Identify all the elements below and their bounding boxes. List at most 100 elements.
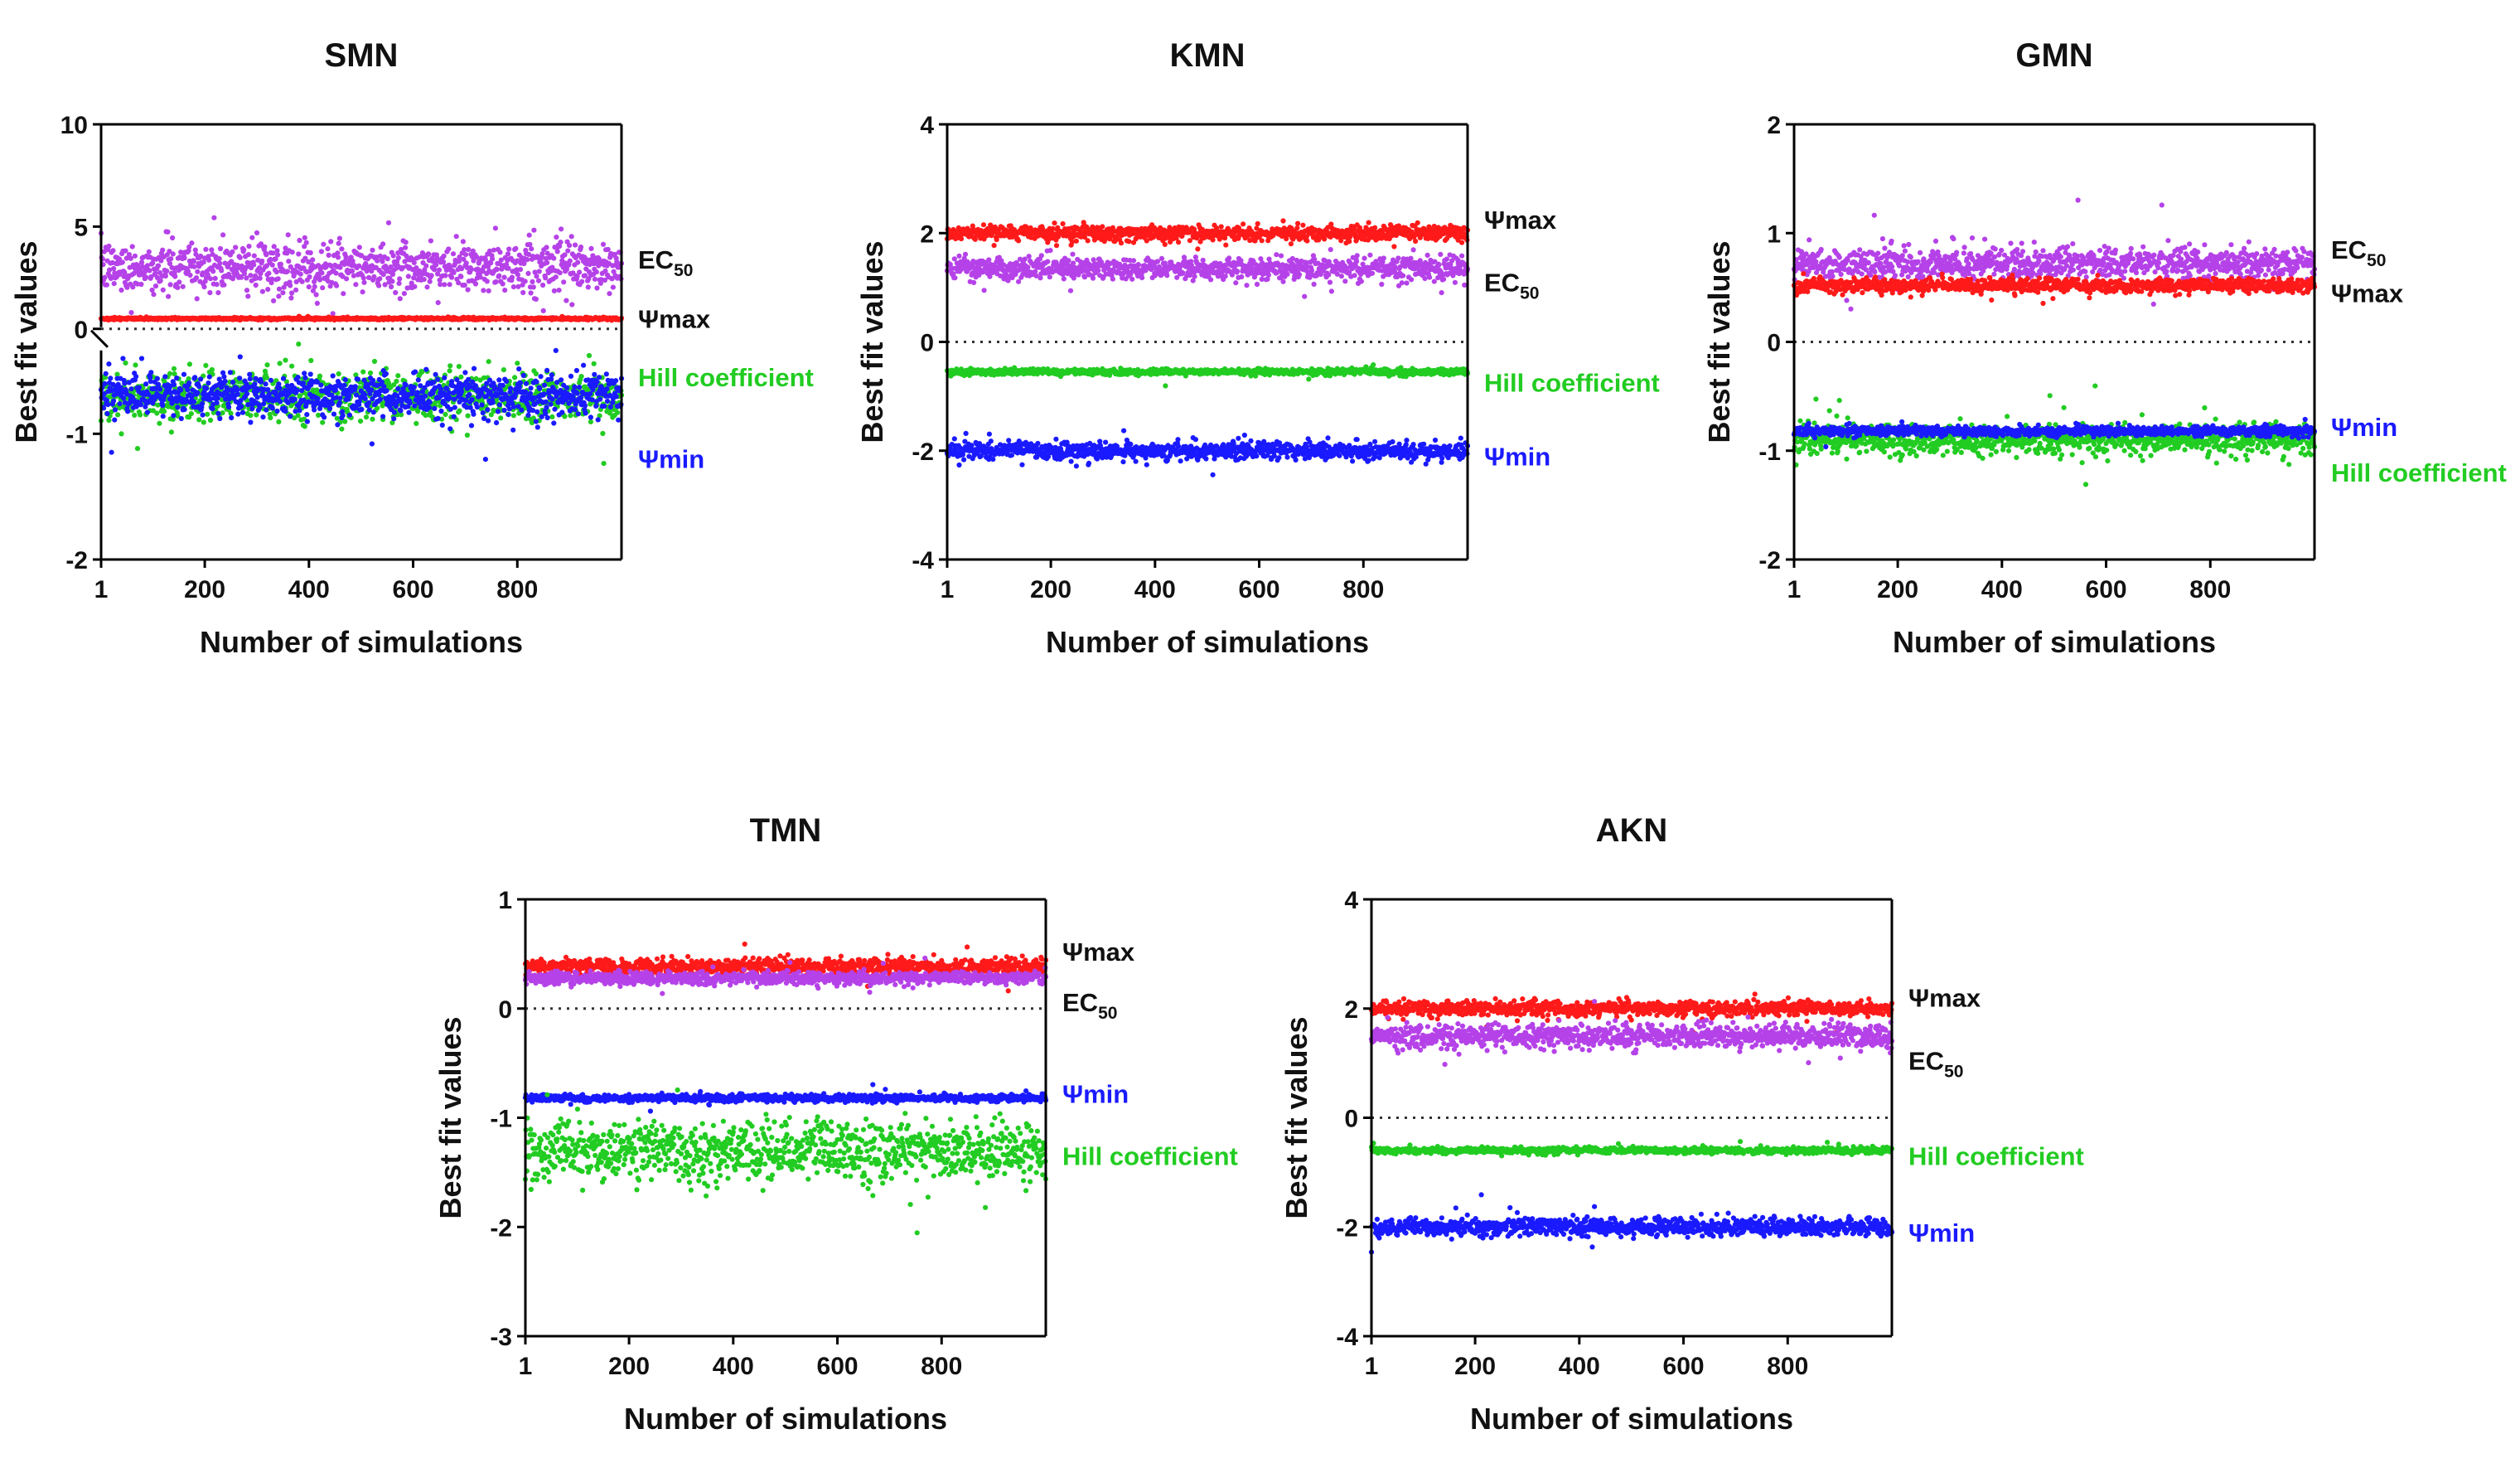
data-point <box>447 426 453 432</box>
data-point <box>162 374 168 380</box>
data-point <box>351 273 356 279</box>
data-point <box>385 220 392 225</box>
data-point <box>403 240 409 245</box>
data-point <box>597 396 603 402</box>
data-point <box>120 395 127 401</box>
data-point <box>286 259 292 264</box>
data-point <box>288 295 294 301</box>
data-point <box>451 269 457 275</box>
data-point <box>104 410 110 417</box>
data-point <box>543 275 549 281</box>
data-point <box>440 259 447 265</box>
data-point <box>563 298 569 303</box>
data-point <box>428 238 434 244</box>
data-point <box>581 362 587 368</box>
data-point <box>614 409 621 415</box>
data-point <box>200 270 206 276</box>
data-point <box>376 283 382 288</box>
data-point <box>299 279 305 284</box>
data-point <box>415 377 421 383</box>
data-point <box>196 417 202 423</box>
data-point <box>390 253 396 259</box>
data-point <box>474 254 480 260</box>
data-point <box>178 387 184 393</box>
data-point <box>572 384 578 390</box>
data-point <box>569 302 575 308</box>
data-point <box>412 283 418 289</box>
data-point <box>216 256 222 262</box>
data-point <box>610 284 617 290</box>
data-point <box>221 374 227 380</box>
data-points <box>944 218 1471 477</box>
data-point <box>203 246 209 252</box>
data-point <box>481 288 486 293</box>
data-point <box>154 410 160 416</box>
data-point <box>106 243 112 249</box>
data-point <box>215 395 220 401</box>
data-point <box>122 269 128 275</box>
data-point <box>297 408 302 414</box>
data-point <box>447 282 452 288</box>
data-point <box>361 279 367 285</box>
data-point <box>544 259 550 265</box>
data-point <box>128 255 133 261</box>
data-point <box>472 366 477 371</box>
data-point <box>559 258 565 264</box>
data-point <box>212 275 218 281</box>
data-point <box>397 296 403 302</box>
data-point <box>381 384 387 390</box>
data-point <box>102 380 108 386</box>
data-point <box>525 412 531 418</box>
data-point <box>165 229 171 235</box>
data-point <box>568 413 573 419</box>
data-point <box>296 251 302 257</box>
data-point <box>577 269 583 275</box>
data-point <box>112 407 119 413</box>
data-point <box>283 245 288 251</box>
series-label: Ψmax <box>638 304 711 333</box>
data-point <box>346 412 352 418</box>
data-point <box>273 269 279 275</box>
data-point <box>264 362 270 368</box>
data-point <box>551 420 557 426</box>
data-point <box>515 283 521 289</box>
data-point <box>239 404 244 409</box>
data-point <box>228 410 234 416</box>
data-point <box>266 270 272 276</box>
data-point <box>528 290 534 296</box>
data-point <box>600 430 606 437</box>
data-point <box>453 234 459 240</box>
data-point <box>201 259 206 265</box>
data-point <box>516 366 522 372</box>
data-point <box>122 380 128 386</box>
data-point <box>486 248 493 254</box>
data-point <box>380 272 386 278</box>
data-point <box>427 400 433 405</box>
data-point <box>588 419 594 424</box>
data-point <box>526 251 532 258</box>
x-tick-label: 800 <box>496 576 538 603</box>
data-point <box>369 441 375 447</box>
data-point <box>588 245 594 251</box>
data-point <box>1053 243 1060 249</box>
data-point <box>501 274 507 280</box>
data-point <box>254 412 259 418</box>
data-point <box>359 253 365 259</box>
data-point <box>1304 238 1310 244</box>
data-point <box>302 371 307 376</box>
data-point <box>1223 242 1229 248</box>
data-point <box>533 419 539 424</box>
data-point <box>134 281 141 287</box>
data-point <box>152 283 159 289</box>
data-point <box>271 298 277 303</box>
data-point <box>360 275 366 281</box>
data-point <box>531 227 537 233</box>
data-point <box>586 352 593 359</box>
data-point <box>304 412 310 418</box>
data-point <box>574 390 580 396</box>
data-point <box>157 420 162 426</box>
data-point <box>138 412 143 418</box>
data-point <box>370 416 375 422</box>
data-point <box>593 269 599 275</box>
data-point <box>494 266 500 273</box>
